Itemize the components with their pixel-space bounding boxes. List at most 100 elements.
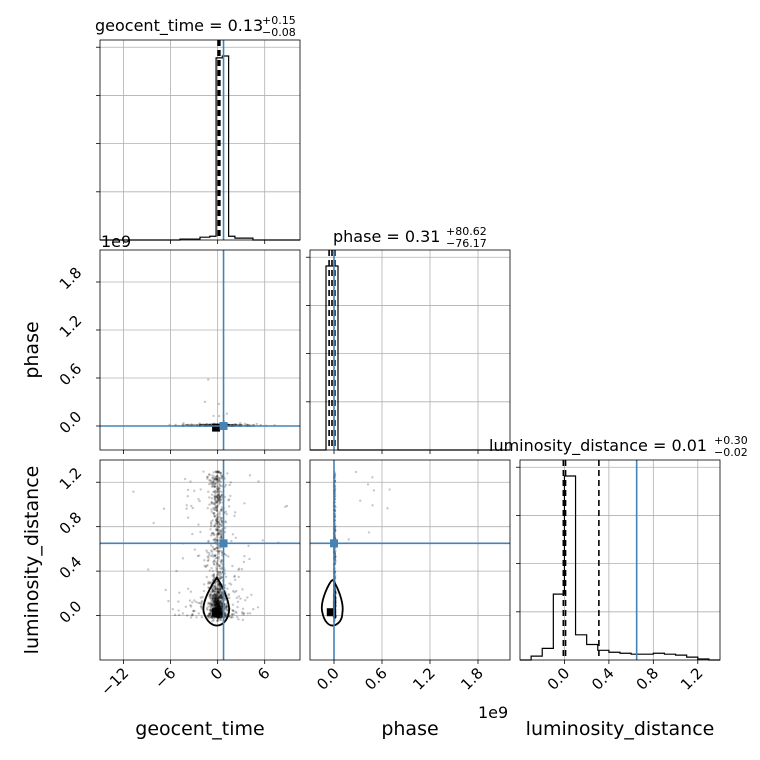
panel-geocent-time-luminosity-distance-sample-point [214, 506, 217, 509]
panel-geocent-time-luminosity-distance-sample-point [209, 601, 213, 604]
panel-phase-luminosity-distance-sample-point [359, 499, 362, 502]
panel-geocent-time-luminosity-distance-sample-point [220, 613, 224, 616]
panel-geocent-time-luminosity-distance-sample-point [223, 596, 227, 600]
panel-phase-luminosity-distance-border [309, 459, 511, 661]
panel-geocent-time-luminosity-distance-sample-point [212, 471, 215, 474]
panel-geocent-time-luminosity-distance-sample-point [213, 592, 216, 596]
panel-geocent-time-luminosity-distance-sample-point [216, 603, 219, 607]
panel-geocent-time-luminosity-distance-sample-point [185, 507, 188, 510]
panel-geocent-time-luminosity-distance-sample-point [212, 563, 216, 566]
panel-geocent-time-luminosity-distance-sample-point [224, 575, 228, 579]
panel-geocent-time-luminosity-distance-sample-point [208, 612, 212, 615]
panel-geocent-time-luminosity-distance-sample-point [216, 570, 219, 573]
panel-geocent-time-luminosity-distance-sample-point [213, 554, 217, 558]
panel-geocent-time-luminosity-distance-sample-point [216, 605, 219, 608]
panel-geocent-time-luminosity-distance-sample-point [216, 603, 219, 606]
panel-geocent-time-luminosity-distance-sample-point [218, 600, 221, 603]
panel-geocent-time-luminosity-distance-sample-point [208, 593, 212, 597]
panel-geocent-time-luminosity-distance-sample-point [208, 602, 212, 605]
panel-geocent-time-phase-sample-point [217, 414, 221, 418]
panel-geocent-time-luminosity-distance-sample-point [208, 593, 212, 596]
panel-geocent-time-luminosity-distance-sample-point [210, 592, 213, 596]
panel-geocent-time-luminosity-distance-sample-point [213, 514, 216, 517]
panel-geocent-time-luminosity-distance-sample-point [218, 603, 221, 607]
panel-geocent-time-luminosity-distance-sample-point [216, 528, 220, 531]
panel-geocent-time-luminosity-distance-sample-point [217, 490, 220, 494]
panel-geocent-time-luminosity-distance-sample-point [211, 589, 214, 592]
hist-geocent-time-bg [100, 40, 300, 240]
title-phase-minus: −76.17 [446, 237, 487, 250]
panel-geocent-time-luminosity-distance-sample-point [217, 470, 221, 474]
panel-geocent-time-luminosity-distance-sample-point [213, 593, 216, 596]
panel-geocent-time-luminosity-distance-sample-point [216, 539, 219, 542]
panel-geocent-time-luminosity-distance-sample-point [212, 574, 215, 578]
panel-geocent-time-luminosity-distance-sample-point [215, 501, 219, 504]
panel-geocent-time-phase-sample-point [239, 421, 242, 425]
panel-geocent-time-luminosity-distance-sample-point [213, 599, 217, 602]
panel-geocent-time-luminosity-distance-sample-point [213, 603, 217, 607]
panel-geocent-time-luminosity-distance-sample-point [213, 589, 216, 593]
panel-geocent-time-luminosity-distance-sample-point [216, 573, 219, 576]
panel-geocent-time-luminosity-distance-sample-point [213, 477, 217, 481]
panel-geocent-time-luminosity-distance-sample-point [210, 602, 213, 605]
panel-geocent-time-luminosity-distance-sample-point [220, 602, 223, 605]
panel-geocent-time-luminosity-distance-sample-point [220, 593, 224, 597]
panel-phase-luminosity-distance-sample-point [334, 524, 337, 528]
panel-geocent-time-luminosity-distance-sample-point [219, 480, 223, 484]
panel-geocent-time-luminosity-distance-sample-point [210, 602, 213, 606]
panel-geocent-time-luminosity-distance-sample-point [218, 616, 222, 620]
panel-geocent-time-luminosity-distance-sample-point [215, 600, 218, 604]
panel-geocent-time-luminosity-distance-sample-point [225, 554, 228, 557]
panel-geocent-time-luminosity-distance-sample-point [243, 502, 246, 505]
panel-geocent-time-luminosity-distance-sample-point [192, 609, 195, 613]
panel-geocent-time-luminosity-distance-sample-point [212, 585, 215, 588]
panel-geocent-time-luminosity-distance-sample-point [252, 607, 255, 611]
panel-geocent-time-luminosity-distance-sample-point [217, 599, 220, 602]
panel-geocent-time-luminosity-distance-sample-point [217, 600, 220, 604]
panel-geocent-time-luminosity-distance-sample-point [231, 533, 235, 536]
panel-geocent-time-luminosity-distance-sample-point [215, 471, 218, 474]
panel-geocent-time-luminosity-distance-sample-point [219, 610, 222, 614]
panel-geocent-time-luminosity-distance-sample-point [215, 574, 219, 577]
panel-geocent-time-luminosity-distance-sample-point [218, 584, 221, 588]
panel-geocent-time-luminosity-distance-sample-point [209, 521, 213, 525]
panel-geocent-time-luminosity-distance-sample-point [214, 602, 217, 606]
panel-geocent-time-luminosity-distance-sample-point [209, 528, 212, 531]
panel-geocent-time-luminosity-distance-sample-point [215, 539, 219, 542]
panel-geocent-time-luminosity-distance-sample-point [218, 606, 222, 609]
panel-geocent-time-luminosity-distance-sample-point [220, 610, 223, 614]
panel-geocent-time-phase-sample-point [212, 414, 215, 418]
panel-geocent-time-luminosity-distance-sample-point [193, 489, 196, 493]
panel-geocent-time-luminosity-distance-sample-point [217, 605, 220, 609]
panel-geocent-time-luminosity-distance-sample-point [218, 602, 222, 605]
panel-geocent-time-luminosity-distance-sample-point [191, 532, 194, 536]
panel-geocent-time-luminosity-distance-sample-point [220, 516, 223, 520]
panel-geocent-time-luminosity-distance-sample-point [224, 483, 228, 487]
panel-geocent-time-luminosity-distance-sample-point [213, 605, 216, 608]
panel-geocent-time-luminosity-distance-sample-point [220, 473, 223, 477]
panel-geocent-time-luminosity-distance-sample-point [217, 591, 221, 594]
panel-geocent-time-luminosity-distance-sample-point [220, 475, 223, 478]
panel-geocent-time-luminosity-distance-sample-point [228, 582, 231, 585]
panel-geocent-time-luminosity-distance-sample-point [217, 514, 220, 518]
panel-geocent-time-luminosity-distance-sample-point [216, 470, 219, 473]
panel-phase-luminosity-distance-sample-point [367, 531, 371, 534]
panel-geocent-time-luminosity-distance-sample-point [213, 477, 216, 481]
panel-geocent-time-luminosity-distance-sample-point [212, 512, 215, 515]
panel-geocent-time-luminosity-distance-sample-point [215, 601, 219, 605]
panel-geocent-time-luminosity-distance-sample-point [215, 601, 219, 605]
ylabel-phase: phase [21, 321, 43, 378]
panel-geocent-time-luminosity-distance-truth-marker [219, 539, 228, 548]
panel-geocent-time-luminosity-distance-sample-point [216, 604, 220, 608]
panel-geocent-time-luminosity-distance-sample-point [217, 529, 220, 532]
panel-geocent-time-luminosity-distance-sample-point [215, 603, 218, 606]
panel-geocent-time-luminosity-distance-sample-point [213, 485, 216, 488]
panel-geocent-time-luminosity-distance-sample-point [200, 603, 203, 606]
panel-geocent-time-luminosity-distance-sample-point [257, 480, 260, 483]
panel-geocent-time-luminosity-distance-sample-point [214, 594, 217, 598]
panel-geocent-time-luminosity-distance-sample-point [198, 499, 201, 503]
panel-geocent-time-luminosity-distance-sample-point [215, 477, 219, 480]
panel-geocent-time-luminosity-distance-sample-point [215, 528, 218, 532]
panel-geocent-time-luminosity-distance-sample-point [219, 501, 222, 504]
panel-geocent-time-luminosity-distance-sample-point [218, 523, 221, 526]
